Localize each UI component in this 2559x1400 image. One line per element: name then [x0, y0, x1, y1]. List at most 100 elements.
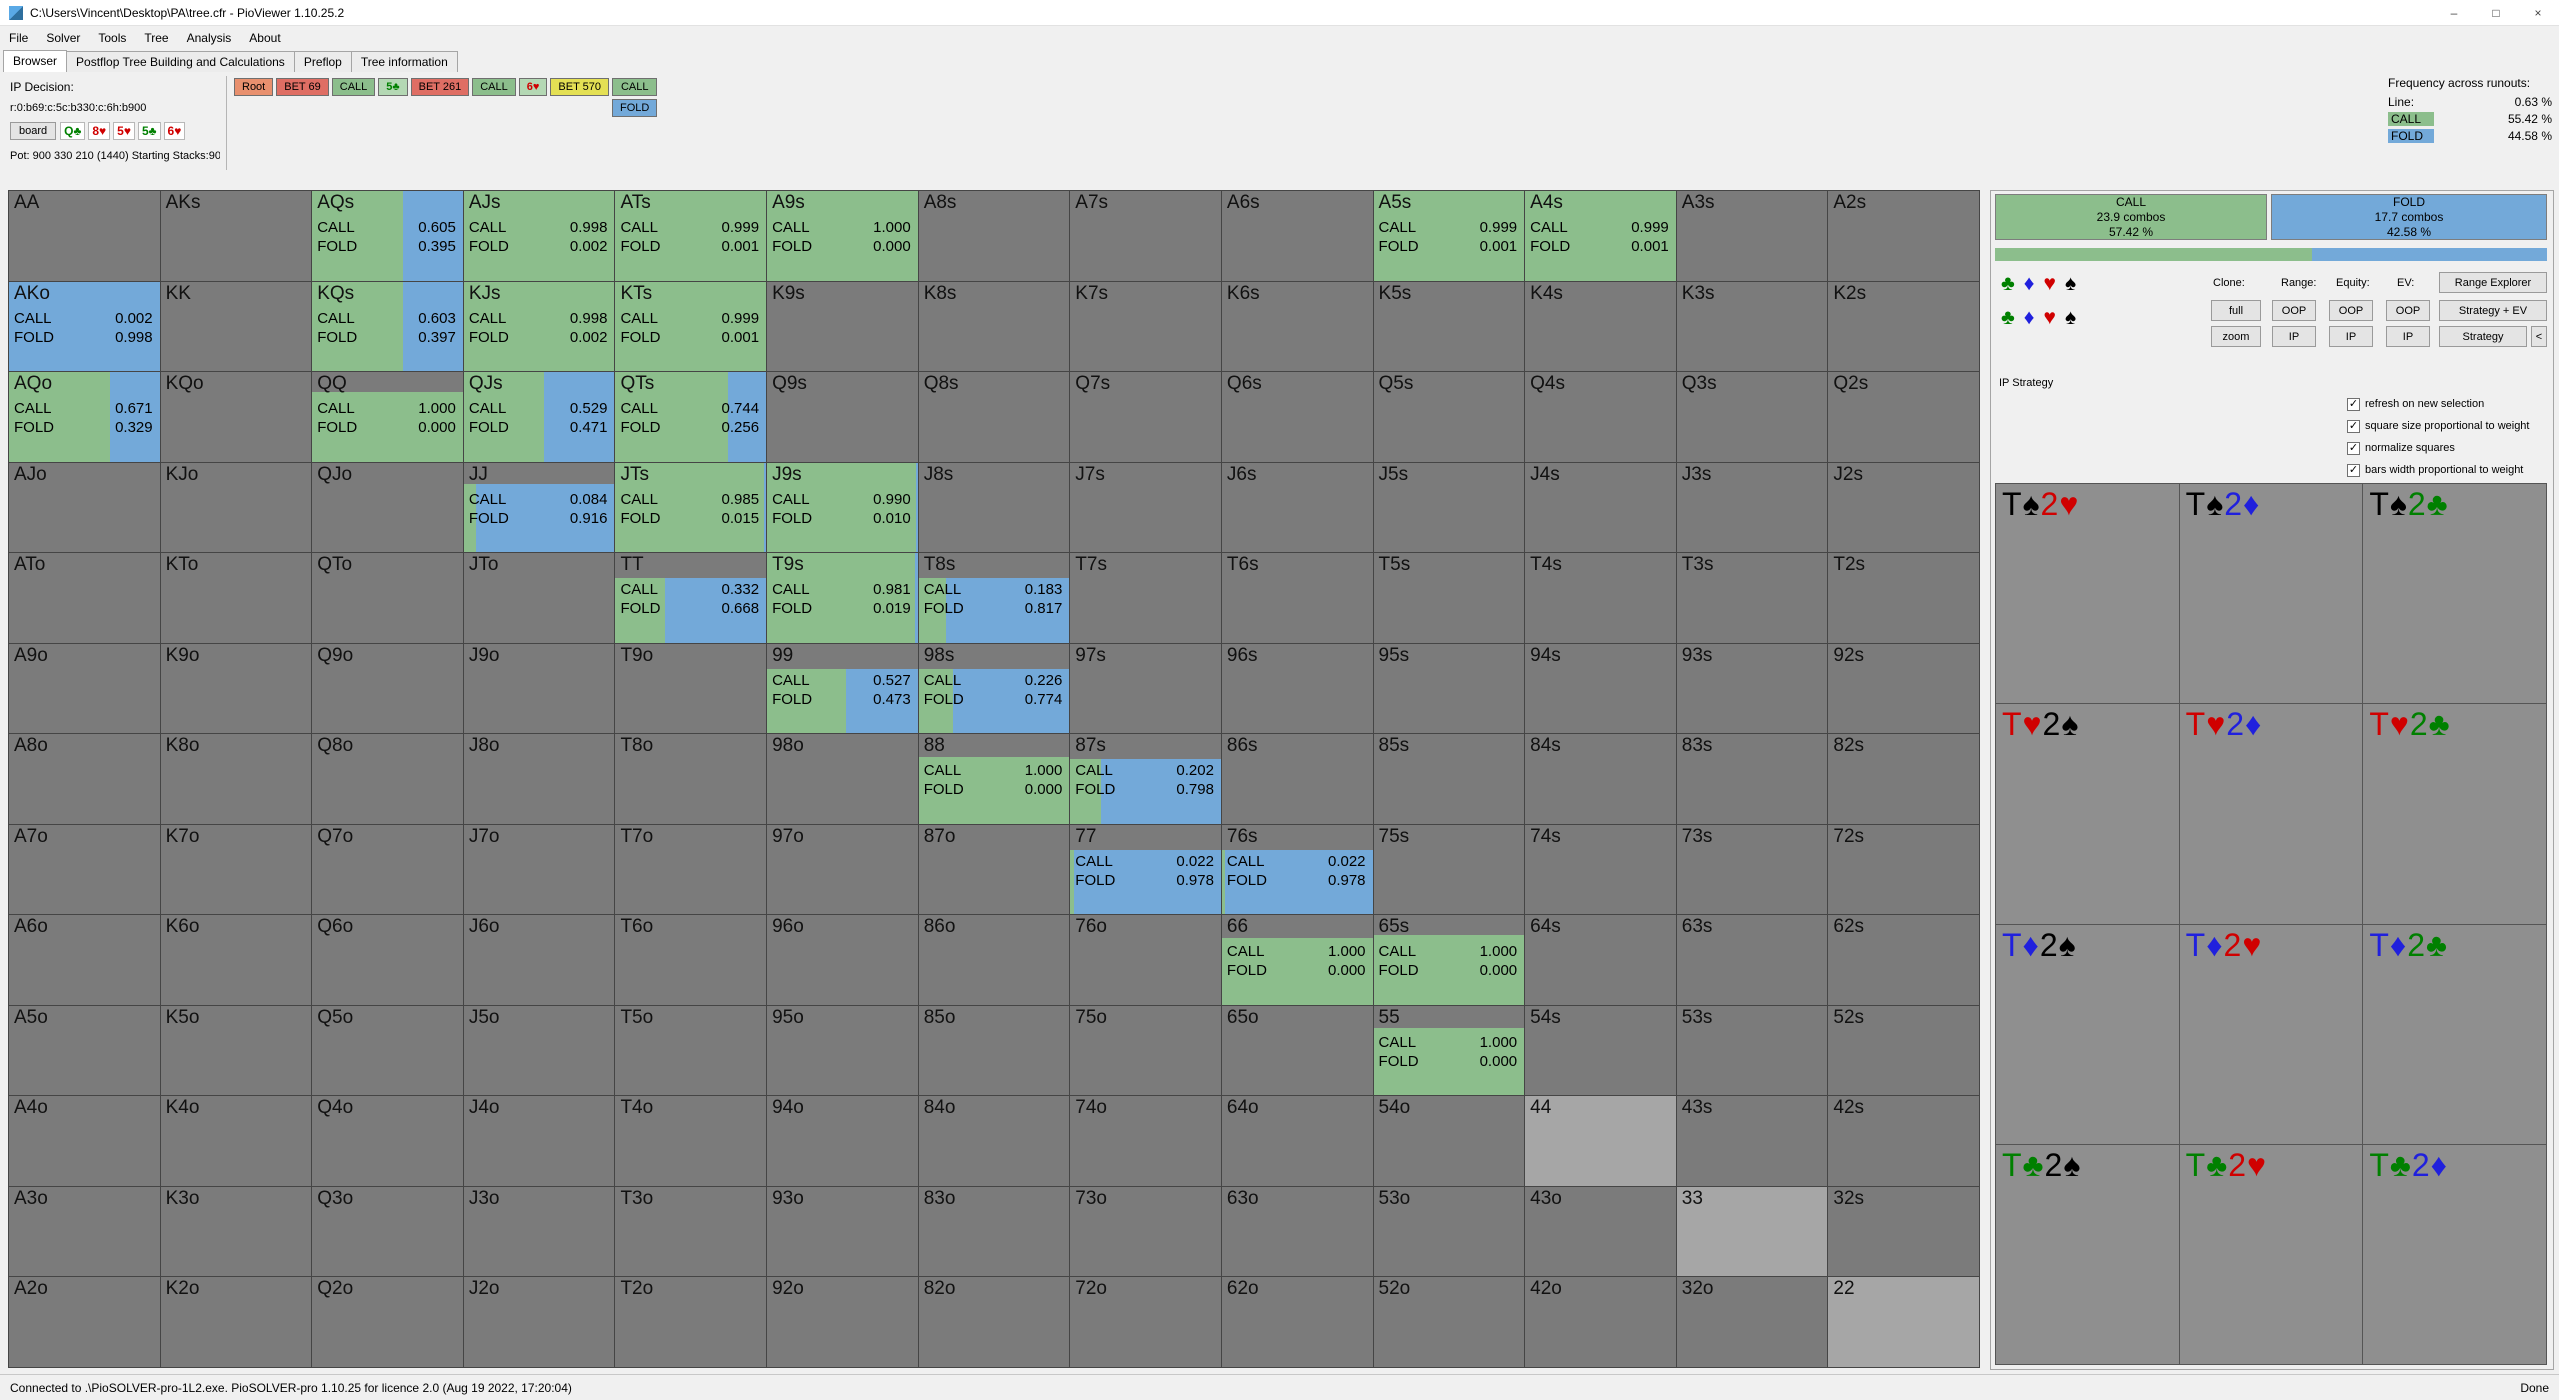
hand-cell-97s[interactable]: 97s [1070, 643, 1221, 734]
hand-cell-j3o[interactable]: J3o [463, 1186, 615, 1277]
hand-cell-84s[interactable]: 84s [1525, 734, 1676, 824]
hand-cell-77[interactable]: 77 CALL 0.022 FOLD 0.978 [1070, 824, 1221, 915]
hand-cell-a4o[interactable]: A4o [9, 1096, 160, 1186]
combo-cell-td2c[interactable]: T♦2♣ [2363, 924, 2546, 1144]
hand-cell-75o[interactable]: 75o [1070, 1005, 1221, 1096]
hand-cell-q3o[interactable]: Q3o [312, 1186, 463, 1277]
hand-cell-a5s[interactable]: A5s CALL 0.999 FOLD 0.001 [1373, 191, 1525, 281]
strategy-ev-button[interactable]: Strategy + EV [2439, 300, 2547, 321]
hand-cell-k8o[interactable]: K8o [160, 734, 312, 824]
equity-ip-button[interactable]: IP [2329, 326, 2373, 347]
hand-cell-t2o[interactable]: T2o [615, 1277, 767, 1367]
hand-cell-q7o[interactable]: Q7o [312, 824, 463, 915]
strategy-button[interactable]: Strategy [2439, 326, 2527, 347]
hand-cell-42s[interactable]: 42s [1828, 1096, 1979, 1186]
hand-cell-a5o[interactable]: A5o [9, 1005, 160, 1096]
hand-cell-qjo[interactable]: QJo [312, 462, 463, 553]
hand-cell-t7s[interactable]: T7s [1070, 553, 1221, 643]
hand-cell-kjo[interactable]: KJo [160, 462, 312, 553]
hand-cell-qjs[interactable]: QJs CALL 0.529 FOLD 0.471 [463, 372, 615, 462]
hand-cell-43o[interactable]: 43o [1525, 1186, 1676, 1277]
menu-tools[interactable]: Tools [98, 31, 127, 45]
hand-cell-53o[interactable]: 53o [1373, 1186, 1525, 1277]
hand-cell-t5o[interactable]: T5o [615, 1005, 767, 1096]
hand-cell-a3s[interactable]: A3s [1676, 191, 1828, 281]
clone-full-button[interactable]: full [2211, 300, 2261, 321]
hand-cell-87s[interactable]: 87s CALL 0.202 FOLD 0.798 [1070, 734, 1221, 824]
hand-cell-92o[interactable]: 92o [767, 1277, 918, 1367]
hand-cell-a9s[interactable]: A9s CALL 1.000 FOLD 0.000 [767, 191, 918, 281]
hand-cell-ajs[interactable]: AJs CALL 0.998 FOLD 0.002 [463, 191, 615, 281]
node-action-fold[interactable]: FOLD [612, 99, 658, 117]
hand-cell-76s[interactable]: 76s CALL 0.022 FOLD 0.978 [1221, 824, 1373, 915]
hand-cell-t6s[interactable]: T6s [1221, 553, 1373, 643]
hand-cell-j6s[interactable]: J6s [1221, 462, 1373, 553]
hand-cell-k2o[interactable]: K2o [160, 1277, 312, 1367]
hand-cell-q9o[interactable]: Q9o [312, 643, 463, 734]
range-ip-button[interactable]: IP [2272, 326, 2316, 347]
hand-cell-a6s[interactable]: A6s [1221, 191, 1373, 281]
node-root[interactable]: Root [234, 78, 274, 96]
suit-clubs-icon-1[interactable]: ♣ [2001, 272, 2015, 295]
hand-cell-k3s[interactable]: K3s [1676, 281, 1828, 372]
hand-cell-66[interactable]: 66 CALL 1.000 FOLD 0.000 [1221, 915, 1373, 1005]
suit-clubs-icon-2[interactable]: ♣ [2001, 306, 2015, 329]
hand-cell-a7o[interactable]: A7o [9, 824, 160, 915]
hand-cell-aqo[interactable]: AQo CALL 0.671 FOLD 0.329 [9, 372, 160, 462]
hand-cell-85o[interactable]: 85o [918, 1005, 1070, 1096]
hand-cell-j7s[interactable]: J7s [1070, 462, 1221, 553]
hand-cell-55[interactable]: 55 CALL 1.000 FOLD 0.000 [1373, 1005, 1525, 1096]
hand-cell-33[interactable]: 33 [1676, 1186, 1828, 1277]
equity-oop-button[interactable]: OOP [2329, 300, 2373, 321]
hand-cell-42o[interactable]: 42o [1525, 1277, 1676, 1367]
hand-cell-q2s[interactable]: Q2s [1828, 372, 1979, 462]
tab-tree-information[interactable]: Tree information [350, 51, 458, 72]
hand-cell-j7o[interactable]: J7o [463, 824, 615, 915]
hand-cell-62o[interactable]: 62o [1221, 1277, 1373, 1367]
close-button[interactable]: × [2534, 5, 2542, 20]
hand-cell-j4o[interactable]: J4o [463, 1096, 615, 1186]
hand-cell-j2s[interactable]: J2s [1828, 462, 1979, 553]
hand-cell-k3o[interactable]: K3o [160, 1186, 312, 1277]
combo-cell-th2d[interactable]: T♥2♦ [2179, 704, 2363, 924]
hand-cell-j2o[interactable]: J2o [463, 1277, 615, 1367]
hand-cell-j9s[interactable]: J9s CALL 0.990 FOLD 0.010 [767, 462, 918, 553]
hand-cell-93o[interactable]: 93o [767, 1186, 918, 1277]
hand-cell-j3s[interactable]: J3s [1676, 462, 1828, 553]
tab-preflop[interactable]: Preflop [293, 51, 352, 72]
hand-cell-t8o[interactable]: T8o [615, 734, 767, 824]
hand-cell-98o[interactable]: 98o [767, 734, 918, 824]
board-button[interactable]: board [10, 122, 57, 140]
minimize-button[interactable]: – [2450, 5, 2458, 20]
collapse-panel-button[interactable]: < [2531, 326, 2547, 347]
hand-cell-q4s[interactable]: Q4s [1525, 372, 1676, 462]
checkbox-square-size-proportional[interactable]: ✓ square size proportional to weight [2347, 415, 2529, 437]
hand-cell-t7o[interactable]: T7o [615, 824, 767, 915]
hand-cell-32o[interactable]: 32o [1676, 1277, 1828, 1367]
hand-cell-jts[interactable]: JTs CALL 0.985 FOLD 0.015 [615, 462, 767, 553]
checkbox-refresh-on-new-selection[interactable]: ✓ refresh on new selection [2347, 393, 2529, 415]
hand-cell-62s[interactable]: 62s [1828, 915, 1979, 1005]
hand-cell-t9s[interactable]: T9s CALL 0.981 FOLD 0.019 [767, 553, 918, 643]
hand-cell-t9o[interactable]: T9o [615, 643, 767, 734]
hand-cell-74s[interactable]: 74s [1525, 824, 1676, 915]
combo-cell-th2s[interactable]: T♥2♠ [1996, 704, 2179, 924]
hand-cell-a9o[interactable]: A9o [9, 643, 160, 734]
hand-cell-92s[interactable]: 92s [1828, 643, 1979, 734]
hand-cell-k4o[interactable]: K4o [160, 1096, 312, 1186]
node-card-5c[interactable]: 5♣ [378, 78, 408, 96]
range-oop-button[interactable]: OOP [2272, 300, 2316, 321]
hand-cell-q6s[interactable]: Q6s [1221, 372, 1373, 462]
hand-cell-q7s[interactable]: Q7s [1070, 372, 1221, 462]
hand-cell-q4o[interactable]: Q4o [312, 1096, 463, 1186]
hand-cell-96o[interactable]: 96o [767, 915, 918, 1005]
hand-cell-k5s[interactable]: K5s [1373, 281, 1525, 372]
hand-cell-j4s[interactable]: J4s [1525, 462, 1676, 553]
hand-cell-ajo[interactable]: AJo [9, 462, 160, 553]
hand-cell-63o[interactable]: 63o [1221, 1186, 1373, 1277]
hand-cell-q6o[interactable]: Q6o [312, 915, 463, 1005]
suit-hearts-icon-2[interactable]: ♥ [2043, 306, 2056, 329]
hand-cell-t2s[interactable]: T2s [1828, 553, 1979, 643]
hand-cell-a2s[interactable]: A2s [1828, 191, 1979, 281]
hand-cell-kk[interactable]: KK [160, 281, 312, 372]
